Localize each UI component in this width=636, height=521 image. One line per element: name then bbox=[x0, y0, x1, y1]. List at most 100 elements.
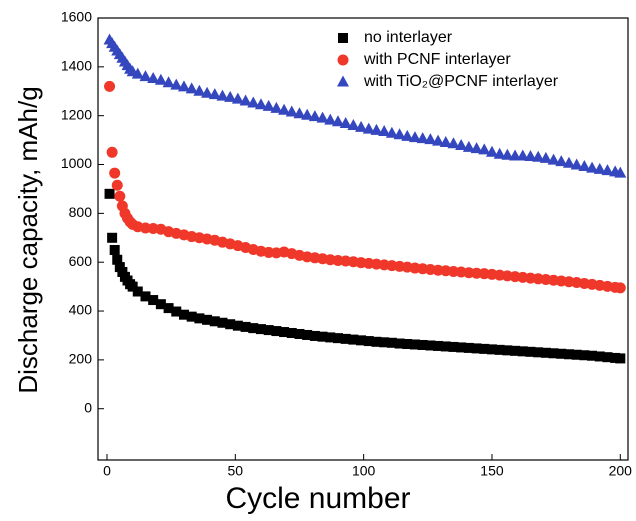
data-point bbox=[416, 132, 429, 144]
data-point bbox=[106, 146, 118, 158]
data-point bbox=[231, 92, 244, 104]
data-point bbox=[293, 107, 306, 119]
data-point bbox=[379, 337, 390, 348]
data-point bbox=[224, 90, 237, 102]
data-point bbox=[555, 155, 568, 167]
data-point bbox=[456, 342, 467, 353]
data-point bbox=[601, 164, 614, 176]
data-point bbox=[186, 311, 197, 322]
data-point bbox=[131, 67, 144, 79]
data-point bbox=[509, 149, 522, 161]
data-point bbox=[485, 145, 498, 157]
data-point bbox=[254, 98, 267, 110]
data-point bbox=[540, 347, 551, 358]
data-point bbox=[501, 148, 514, 160]
data-point bbox=[385, 126, 398, 138]
data-point bbox=[425, 340, 436, 351]
data-point bbox=[378, 125, 391, 137]
data-point bbox=[362, 122, 375, 134]
data-point bbox=[463, 342, 474, 353]
data-point bbox=[355, 120, 368, 132]
data-point bbox=[239, 94, 252, 106]
data-point bbox=[614, 282, 626, 294]
data-point bbox=[470, 142, 483, 154]
data-point bbox=[424, 133, 437, 145]
data-point bbox=[177, 80, 190, 92]
data-point bbox=[109, 244, 120, 255]
legend-marker bbox=[338, 33, 348, 43]
data-point bbox=[478, 143, 491, 155]
data-point bbox=[363, 336, 374, 347]
y-tick-label: 400 bbox=[69, 302, 93, 318]
y-tick-label: 600 bbox=[69, 253, 93, 269]
data-point bbox=[127, 281, 138, 292]
data-point bbox=[202, 314, 213, 325]
data-point bbox=[286, 328, 297, 339]
data-point bbox=[140, 291, 151, 302]
data-point bbox=[154, 73, 167, 85]
y-axis-label: Discharge capacity, mAh/g bbox=[13, 86, 43, 393]
data-point bbox=[279, 327, 290, 338]
x-tick-label: 150 bbox=[480, 463, 504, 479]
data-point bbox=[324, 113, 337, 125]
data-point bbox=[271, 326, 282, 337]
data-point bbox=[479, 343, 490, 354]
data-point bbox=[432, 134, 445, 146]
data-point bbox=[317, 331, 328, 342]
data-point bbox=[386, 337, 397, 348]
x-axis-label: Cycle number bbox=[225, 482, 410, 515]
data-point bbox=[107, 232, 118, 243]
data-point bbox=[217, 317, 228, 328]
data-point bbox=[201, 86, 214, 98]
data-point bbox=[316, 111, 329, 123]
data-point bbox=[455, 138, 468, 150]
data-point bbox=[516, 149, 529, 161]
y-tick-label: 200 bbox=[69, 351, 93, 367]
data-point bbox=[285, 105, 298, 117]
data-point bbox=[247, 96, 260, 108]
data-point bbox=[532, 150, 545, 162]
data-point bbox=[332, 333, 343, 344]
data-point bbox=[370, 123, 383, 135]
data-point bbox=[104, 188, 115, 199]
data-point bbox=[524, 149, 537, 161]
data-point bbox=[462, 140, 475, 152]
data-point bbox=[347, 118, 360, 130]
data-point bbox=[586, 161, 599, 173]
data-point bbox=[302, 329, 313, 340]
data-point bbox=[248, 323, 259, 334]
data-point bbox=[594, 351, 605, 362]
data-point bbox=[170, 78, 183, 90]
data-point bbox=[539, 151, 552, 163]
data-point bbox=[408, 131, 421, 143]
data-point bbox=[448, 341, 459, 352]
data-point bbox=[209, 316, 220, 327]
data-point bbox=[393, 128, 406, 140]
data-point bbox=[394, 338, 405, 349]
data-point bbox=[255, 324, 266, 335]
data-point bbox=[439, 136, 452, 148]
data-point bbox=[401, 129, 414, 141]
legend-marker bbox=[337, 54, 349, 66]
data-point bbox=[571, 349, 582, 360]
data-point bbox=[263, 325, 274, 336]
data-point bbox=[339, 116, 352, 128]
data-point bbox=[562, 156, 575, 168]
data-point bbox=[139, 70, 152, 82]
data-point bbox=[112, 254, 123, 265]
legend-label: with TiO₂@PCNF interlayer bbox=[363, 73, 559, 90]
data-point bbox=[440, 341, 451, 352]
data-point bbox=[587, 350, 598, 361]
data-point bbox=[309, 330, 320, 341]
y-tick-label: 1200 bbox=[61, 106, 92, 122]
data-point bbox=[331, 115, 344, 127]
data-point bbox=[471, 343, 482, 354]
data-point bbox=[486, 344, 497, 355]
data-point bbox=[132, 286, 143, 297]
data-point bbox=[155, 299, 166, 310]
data-point bbox=[308, 110, 321, 122]
plot-frame bbox=[97, 17, 629, 461]
x-tick-label: 0 bbox=[103, 463, 111, 479]
data-point bbox=[109, 167, 121, 179]
